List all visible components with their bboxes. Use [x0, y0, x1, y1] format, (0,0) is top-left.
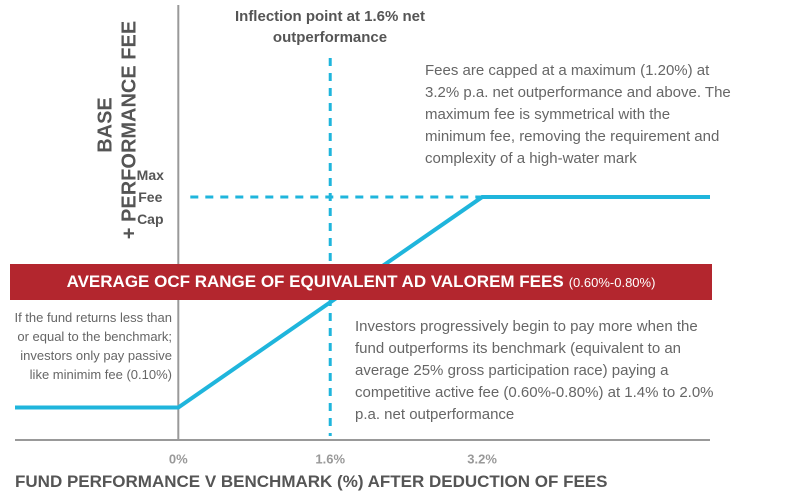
annotation: If the fund returns less than or equal t…: [14, 310, 172, 382]
x-tick-label: 3.2%: [467, 451, 497, 466]
band-banner: AVERAGE OCF RANGE OF EQUIVALENT AD VALOR…: [10, 264, 712, 300]
band-range-label: (0.60%-0.80%): [568, 274, 656, 290]
annotation: Fees are capped at a maximum (1.20%) at …: [425, 62, 731, 167]
annotation: Inflection point at 1.6% net outperforma…: [234, 8, 425, 46]
x-tick-label: 1.6%: [315, 451, 345, 466]
fee-line: [15, 195, 710, 410]
band-label: AVERAGE OCF RANGE OF EQUIVALENT AD VALOR…: [66, 272, 564, 291]
y-axis-title: + PERFORMANCE FEE: [118, 21, 140, 239]
annotation: Investors progressively begin to pay mor…: [355, 318, 714, 423]
x-axis-title: FUND PERFORMANCE V BENCHMARK (%) AFTER D…: [15, 472, 608, 491]
y-tick-label: Max Fee Cap: [136, 167, 164, 228]
x-tick-label: 0%: [169, 451, 188, 466]
y-axis-title: BASE: [94, 97, 116, 153]
